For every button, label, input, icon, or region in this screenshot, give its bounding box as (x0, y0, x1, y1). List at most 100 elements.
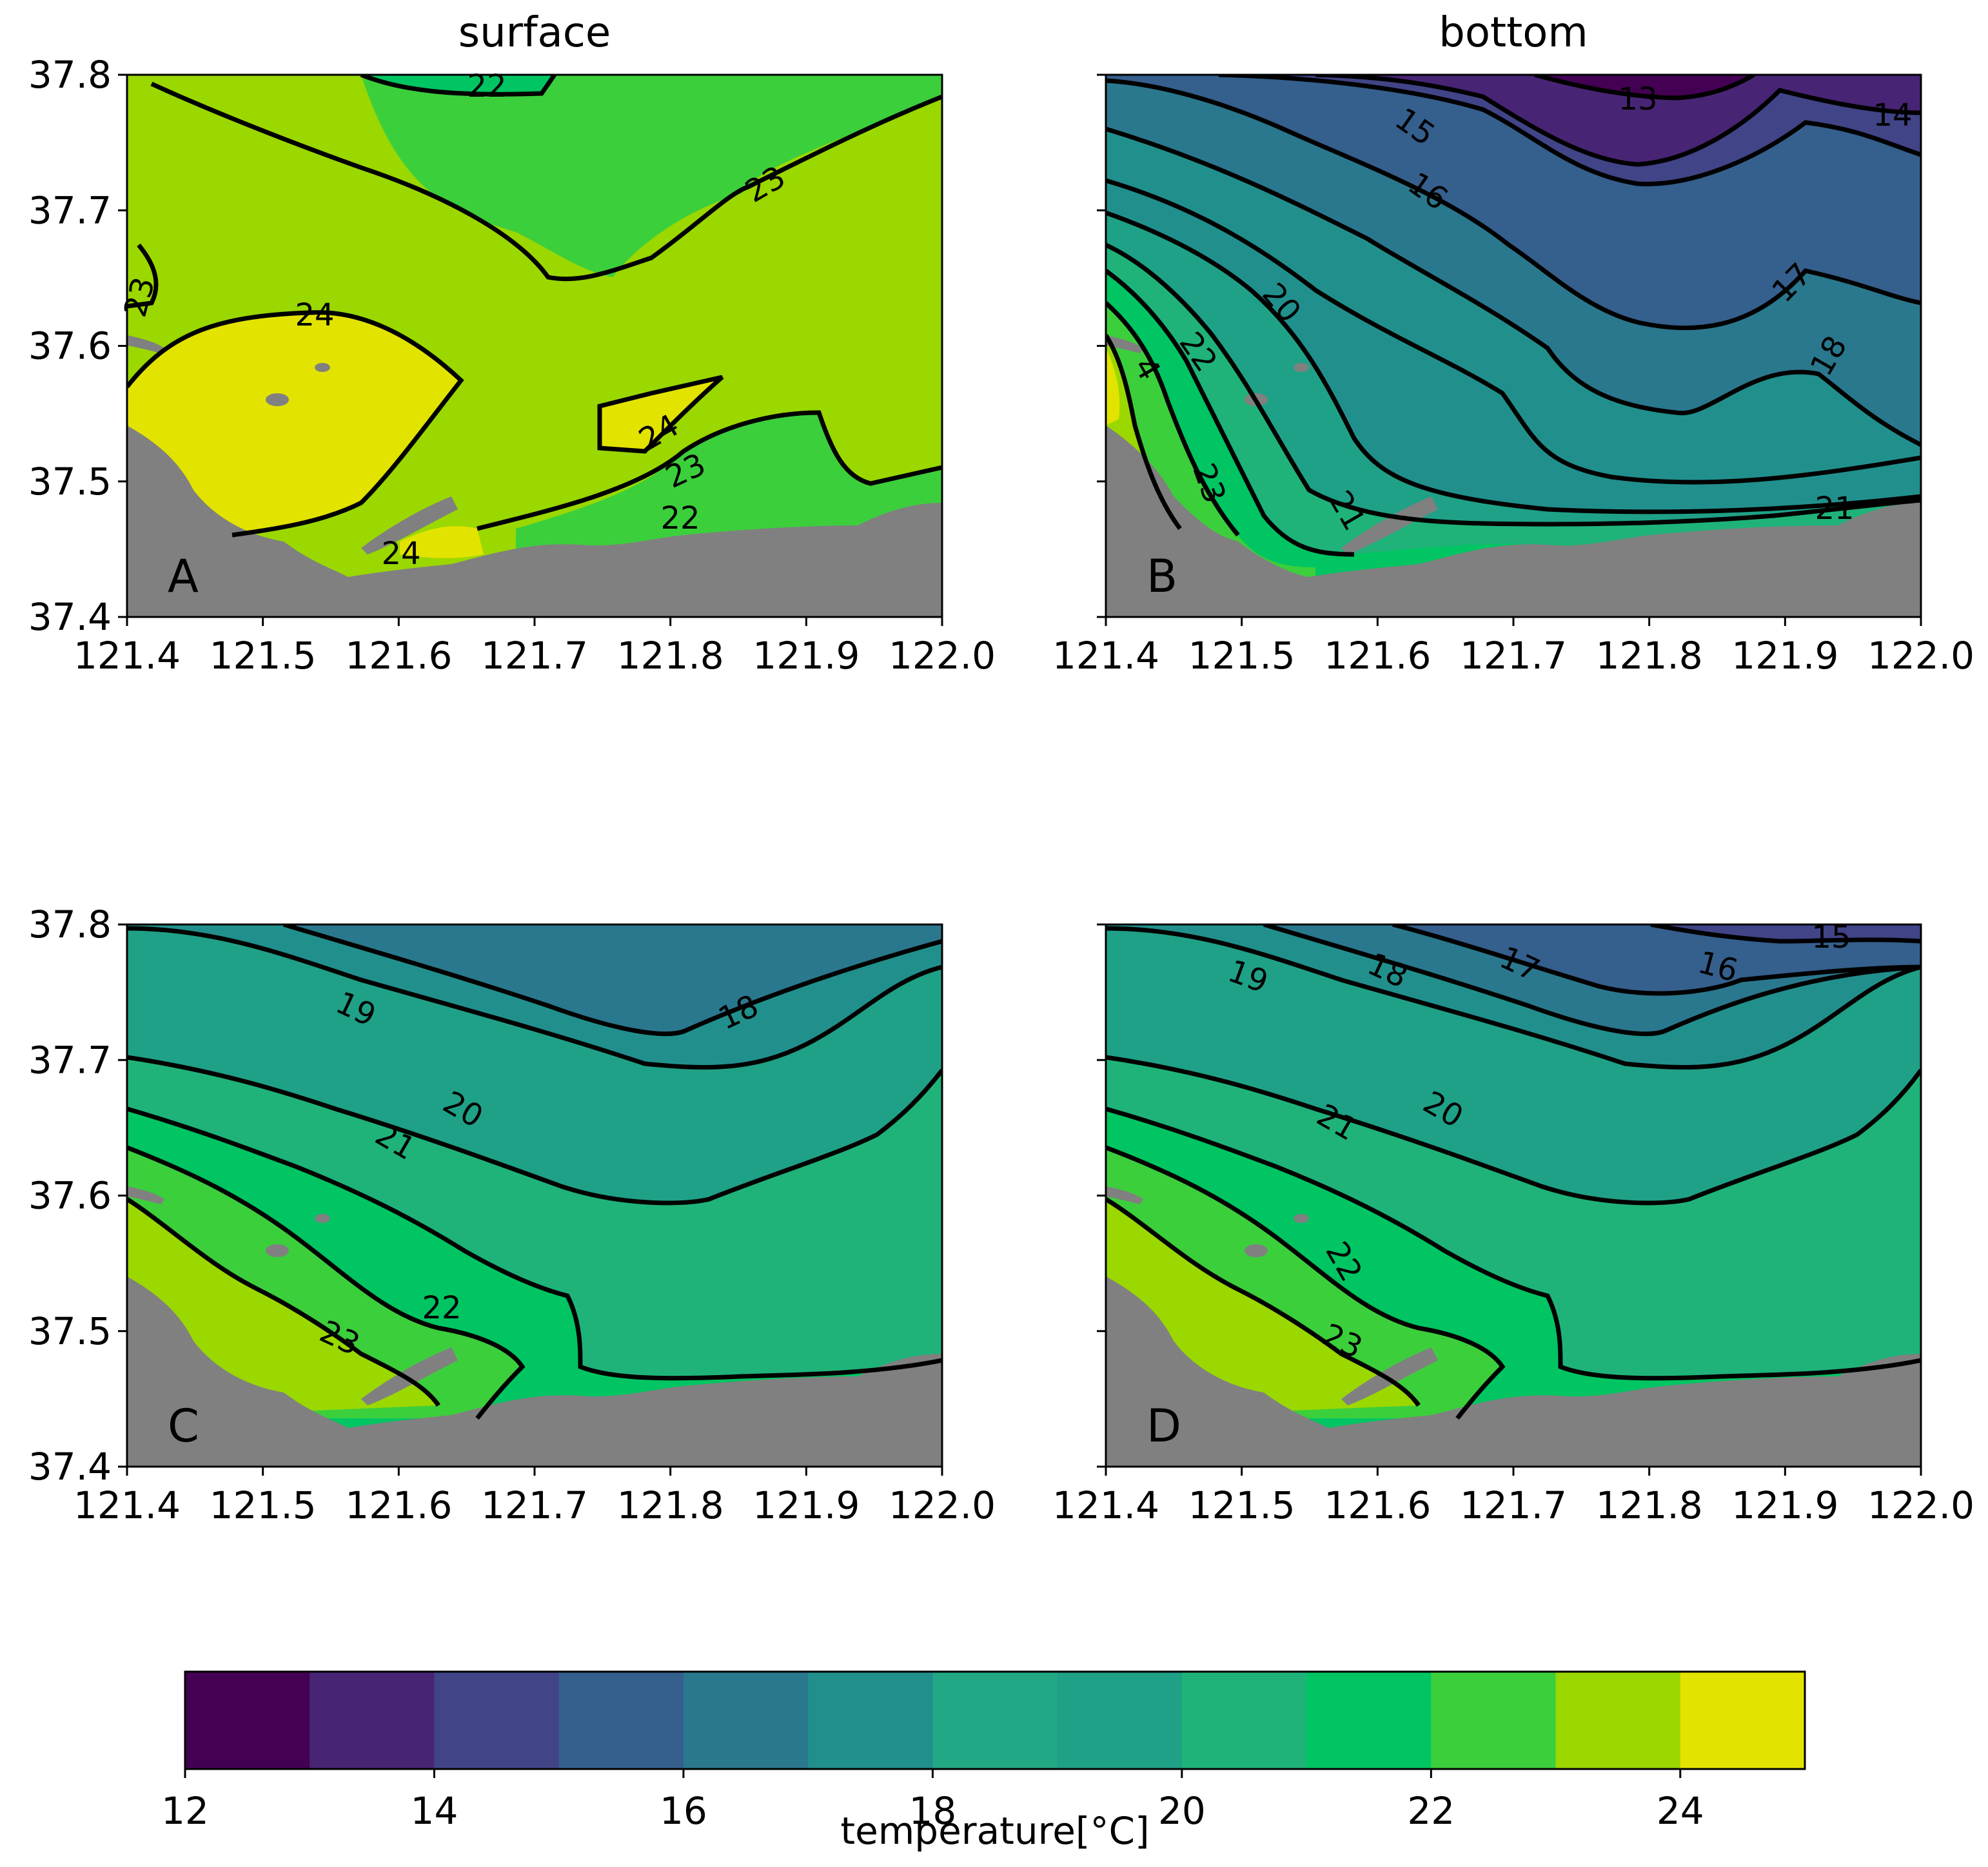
x-tick-label: 121.4 (74, 1483, 181, 1527)
contour-24-west (127, 310, 464, 538)
contour-23 (1106, 1197, 1421, 1407)
panel-c-field (127, 924, 942, 1467)
land-islet (361, 496, 458, 554)
y-tick-label: 37.6 (28, 1174, 112, 1218)
land-rock-2 (1294, 1214, 1309, 1223)
land-rock-2 (315, 363, 330, 372)
panel-title-b: bottom (1439, 9, 1588, 57)
x-tick-label: 121.7 (1460, 1483, 1567, 1527)
x-tick-label: 121.9 (753, 1483, 860, 1527)
x-tick-label: 122.0 (889, 634, 996, 678)
colorbar-segment (558, 1672, 684, 1769)
colorbar-segment (1431, 1672, 1557, 1769)
y-tick-label: 37.4 (28, 595, 112, 639)
x-tick-label: 121.5 (1188, 634, 1295, 678)
x-tick-label: 121.6 (345, 634, 452, 678)
contour-17 (1106, 126, 1921, 447)
contour-lines-b (1106, 75, 1921, 557)
contour-21 (1106, 269, 1355, 557)
x-tick-label: 121.4 (1052, 634, 1159, 678)
contour-label: 24 (295, 297, 334, 333)
colorbar-tick-label: 20 (1158, 1789, 1206, 1833)
panel-letter-c: C (168, 1400, 199, 1452)
panel-a-field (127, 75, 942, 617)
land-rock-2 (1294, 363, 1309, 372)
panel-letter-d: D (1147, 1400, 1181, 1452)
colorbar-segment (185, 1672, 310, 1769)
contour-13 (1534, 75, 1755, 101)
contour-23-south (477, 410, 942, 531)
contour-20 (127, 1055, 942, 1206)
colorbar-segment (1057, 1672, 1183, 1769)
x-tick-label: 122.0 (1867, 634, 1974, 678)
contour-label: 21 (1815, 491, 1854, 527)
panel-letter-a: A (168, 550, 199, 603)
contour-16 (1106, 78, 1921, 331)
panel-b-field (1106, 75, 1921, 617)
panel-a: surface A 22 23 23 24 (117, 9, 943, 618)
panel-letter-b: B (1147, 550, 1177, 603)
land-coast (1106, 425, 1921, 617)
contour-16 (1392, 924, 1921, 996)
y-tick-label: 37.5 (28, 1309, 112, 1353)
y-tick-label: 37.5 (28, 460, 112, 503)
y-tick-label: 37.7 (28, 1038, 112, 1082)
field-band-24-25-east (600, 377, 722, 451)
land-islet-west (1106, 335, 1143, 353)
contour-label: 22 (660, 500, 700, 536)
colorbar-segment (1306, 1672, 1432, 1769)
land-rock-1 (266, 1244, 289, 1257)
colorbar-tick-label: 18 (909, 1789, 956, 1833)
contour-14 (1315, 75, 1921, 167)
x-tick-label: 121.7 (1460, 634, 1567, 678)
x-tick-label: 121.5 (1188, 1483, 1295, 1527)
x-tick-label: 121.8 (1596, 634, 1703, 678)
y-tick-label: 37.8 (28, 903, 112, 946)
colorbar-segment (808, 1672, 933, 1769)
contour-18 (282, 924, 942, 1037)
colorbar-segment (683, 1672, 809, 1769)
contour-21 (1106, 1106, 1921, 1381)
contour-label: 24 (381, 536, 420, 572)
contour-label: 14 (1873, 97, 1912, 133)
x-tick-label: 121.5 (210, 1483, 317, 1527)
panel-title-a: surface (458, 9, 611, 57)
contour-23 (127, 1197, 440, 1407)
x-tick-label: 121.8 (617, 1483, 724, 1527)
contour-20 (1106, 242, 1921, 527)
y-tick-label: 37.8 (28, 53, 112, 97)
contour-24-east (597, 375, 724, 454)
contour-19 (1106, 210, 1921, 514)
x-tick-label: 121.7 (481, 1483, 588, 1527)
axes: 121.4 121.5 121.6 121.7 121.8 121.9 122.0 37.4 3… (28, 53, 1974, 1527)
y-tick-label: 37.4 (28, 1445, 112, 1489)
panel-b: bottom (1105, 9, 1922, 618)
x-tick-label: 121.8 (1596, 1483, 1703, 1527)
contour-22 (127, 1145, 526, 1420)
land-islet (1341, 496, 1438, 554)
x-tick-label: 122.0 (889, 1483, 996, 1527)
contour-lines-d (1106, 924, 1921, 1420)
contour-23 (1106, 334, 1182, 531)
colorbar-ticks: 12 14 16 18 20 22 24 (161, 1769, 1704, 1833)
contour-21 (127, 1106, 942, 1381)
colorbar-segment (434, 1672, 560, 1769)
y-tick-label: 37.7 (28, 188, 112, 232)
colorbar-segment (1680, 1672, 1806, 1769)
contour-label: 22 (467, 68, 506, 104)
colorbar-label: temperature[°C] (840, 1809, 1149, 1853)
colorbar-segment (1555, 1672, 1681, 1769)
contour-23-west (127, 243, 159, 309)
land-coast (127, 425, 942, 617)
land-islet-west (127, 1186, 164, 1204)
contour-23-north (150, 81, 942, 282)
x-tick-label: 121.9 (1731, 634, 1838, 678)
field-band-17-18 (284, 924, 942, 1034)
contour-label: 22 (422, 1290, 461, 1326)
field-band-24-25 (1106, 348, 1120, 425)
land-islet-west (127, 335, 164, 353)
contour-15 (1218, 75, 1921, 186)
colorbar-tick-label: 24 (1657, 1789, 1704, 1833)
land-rock-1 (266, 393, 289, 406)
